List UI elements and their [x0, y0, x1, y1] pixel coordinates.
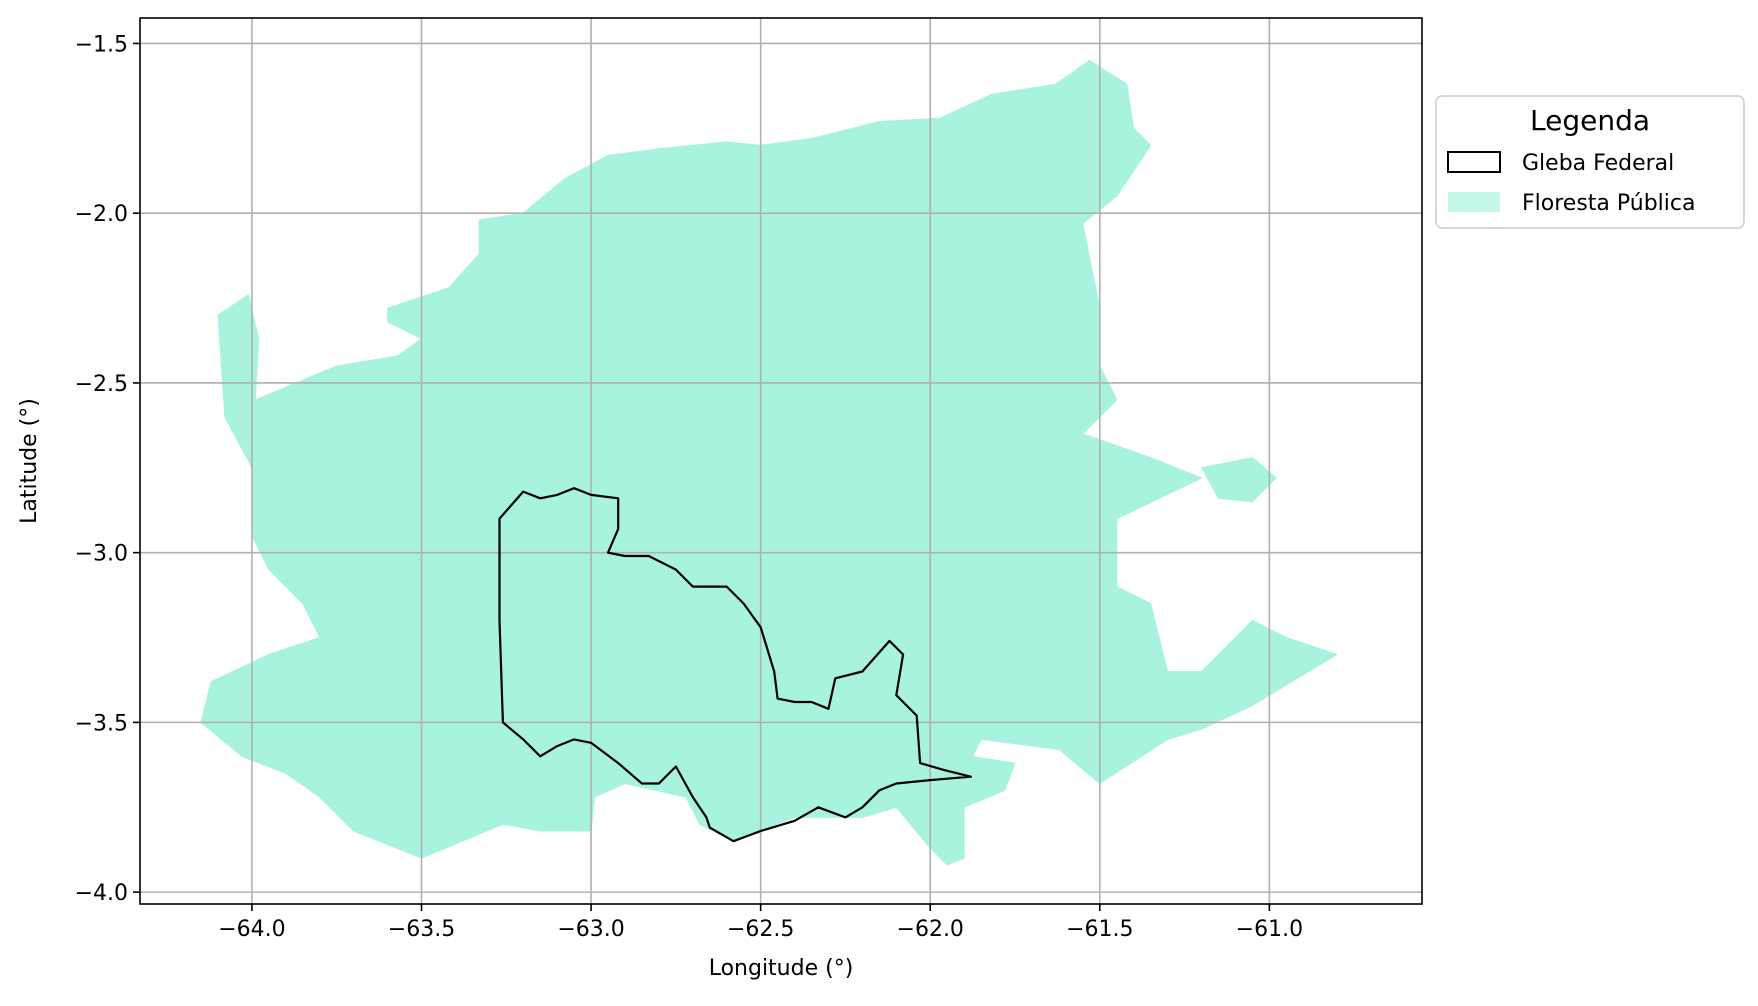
- y-axis-label: Latitude (°): [17, 398, 42, 524]
- legend-box: [1435, 95, 1745, 229]
- gleba-federal-layer: [498, 487, 973, 843]
- x-axis: −64.0 −63.5 −63.0 −62.5 −62.0 −61.5 −61.0: [218, 904, 1303, 942]
- y-tick-label: −2.5: [75, 372, 128, 397]
- legend-label-floresta-publica: Floresta Pública: [1522, 191, 1695, 216]
- y-tick-label: −3.5: [75, 711, 128, 736]
- y-tick-label: −1.5: [75, 32, 128, 57]
- x-tick-label: −61.5: [1066, 917, 1133, 942]
- axes-frame: [139, 17, 1423, 905]
- legend: Legenda Gleba Federal Floresta Pública: [1435, 95, 1745, 229]
- y-tick-label: −4.0: [75, 881, 128, 906]
- grid: [140, 18, 1422, 904]
- plot-area: −64.0 −63.5 −63.0 −62.5 −62.0 −61.5 −61.0 −1.5…: [17, 17, 1423, 981]
- legend-label-gleba-federal: Gleba Federal: [1522, 151, 1674, 176]
- y-tick-label: −2.0: [75, 202, 128, 227]
- x-tick-label: −62.0: [897, 917, 964, 942]
- x-tick-label: −64.0: [218, 917, 285, 942]
- legend-title: Legenda: [1530, 104, 1650, 137]
- x-tick-label: −63.0: [557, 917, 624, 942]
- floresta-publica-polygon-0: [200, 59, 1338, 866]
- gleba-federal-outline: [498, 487, 973, 843]
- y-tick-label: −3.0: [75, 542, 128, 567]
- x-axis-label: Longitude (°): [709, 956, 854, 981]
- floresta-publica-polygon-2: [912, 732, 1016, 808]
- legend-swatch-floresta-publica: [1448, 192, 1500, 212]
- floresta-publica-polygon-1: [1201, 457, 1277, 503]
- legend-swatch-gleba-federal: [1447, 151, 1501, 173]
- x-tick-label: −63.5: [388, 917, 455, 942]
- x-tick-label: −61.0: [1236, 917, 1303, 942]
- x-tick-label: −62.5: [727, 917, 794, 942]
- y-axis: −1.5 −2.0 −2.5 −3.0 −3.5 −4.0: [75, 32, 140, 906]
- floresta-publica-layer: [200, 59, 1338, 866]
